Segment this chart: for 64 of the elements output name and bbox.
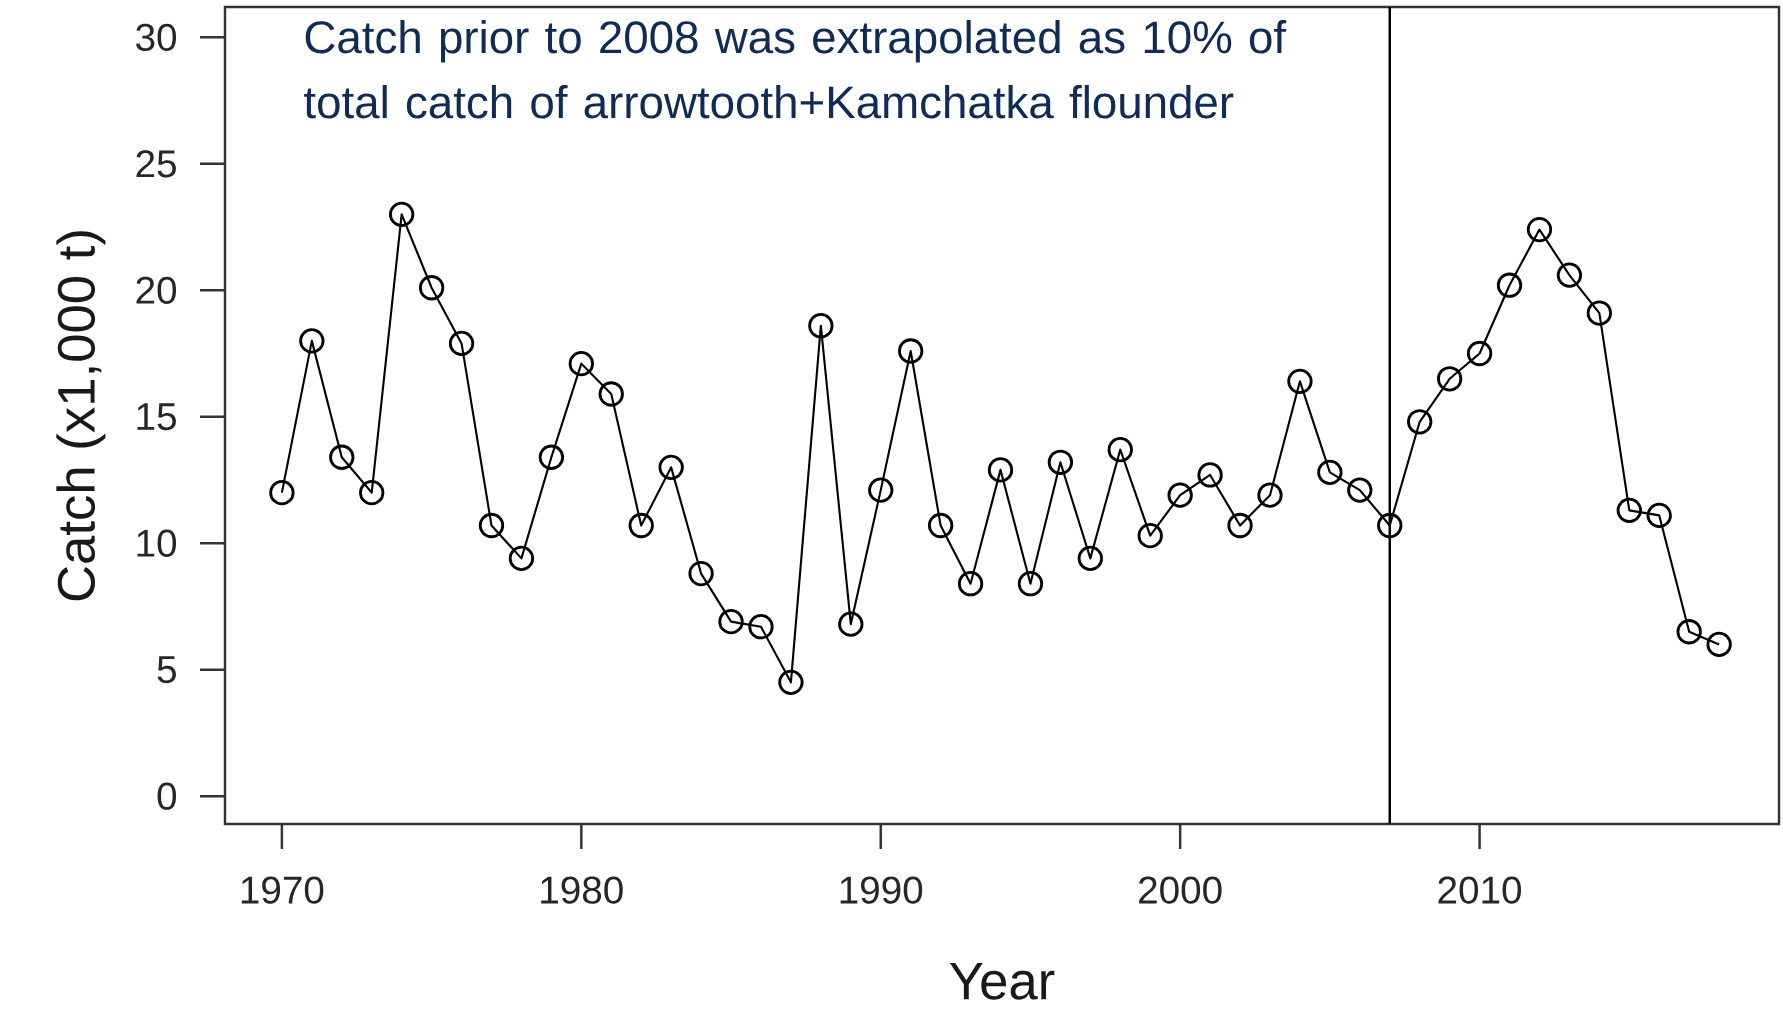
point [1197,462,1223,488]
point [1616,497,1642,524]
point [478,512,505,539]
point [1107,436,1133,463]
point [1586,300,1613,326]
point [538,444,565,470]
x-axis-title: Year [949,962,1055,1000]
point [418,275,445,301]
point [1556,262,1583,288]
point [1077,545,1103,572]
point [1347,477,1373,503]
point [1317,459,1343,486]
x-tick-label: 2010 [1438,876,1522,904]
point [1676,619,1702,645]
point [927,512,954,539]
point [1496,272,1523,298]
y-tick-label: 10 [137,529,177,557]
point [1227,512,1253,539]
point [1257,482,1283,508]
y-tick-label: 30 [136,23,177,52]
annotation: Catch prior to 2008 was extrapolated as 10% of total catch of arrowtooth+Kamchatka flounder [304,19,1287,119]
point [1377,512,1403,539]
y-tick-label: 0 [157,782,177,810]
point [598,381,624,407]
x-tick-label: 1970 [241,876,324,904]
point [359,479,385,506]
point [1436,366,1463,392]
point [1137,522,1163,549]
point [1047,449,1074,475]
point [838,611,864,637]
point [508,545,535,572]
point [808,313,834,339]
point [1167,482,1193,508]
point [898,338,924,364]
point [389,201,415,228]
point [658,454,684,480]
point [957,571,984,597]
point [868,477,894,503]
point [987,457,1014,483]
point [1407,409,1433,435]
point [688,560,714,587]
y-tick-label: 25 [136,150,176,178]
point [1466,340,1493,367]
point [1706,631,1732,658]
y-tick-label: 20 [136,276,177,304]
point [568,350,594,377]
y-tick-label: 15 [137,403,176,431]
point [1646,502,1672,529]
point [778,669,804,695]
x-tick-label: 1980 [541,876,623,904]
point [1526,216,1553,243]
point [1287,368,1313,394]
point [628,512,654,539]
x-tick-label: 1990 [840,876,923,904]
point [1017,571,1044,597]
y-tick-label: 5 [157,656,176,684]
point [329,444,355,470]
x-tick-label: 2000 [1139,876,1222,904]
y-axis-title: Catch (x1,000 t) [56,231,106,601]
point [718,608,744,635]
point [299,328,325,354]
point [448,330,475,357]
point [269,479,295,506]
point [748,614,774,640]
